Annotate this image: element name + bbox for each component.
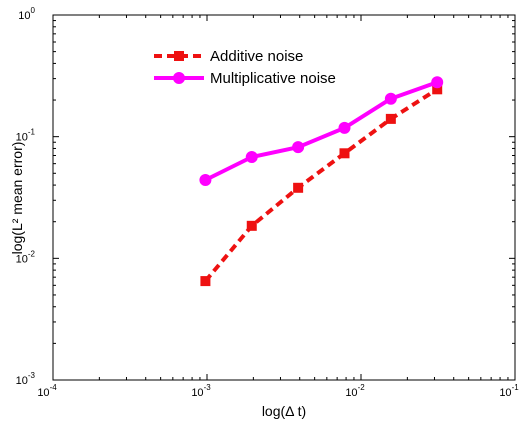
legend-entry-2: Multiplicative noise (154, 70, 336, 87)
data-point (431, 76, 444, 89)
y-tick-label: 100 (18, 6, 35, 22)
series-line (203, 87, 439, 283)
data-point (199, 174, 212, 187)
data-point (384, 92, 397, 105)
x-tick-label: 10-1 (499, 383, 519, 399)
data-point (246, 220, 257, 231)
y-axis-label: log(L² mean error) (9, 142, 25, 255)
y-tick-label: 10-2 (16, 249, 36, 265)
data-point (292, 141, 305, 154)
legend-label: Additive noise (210, 48, 303, 65)
series-2 (199, 76, 444, 187)
legend-label: Multiplicative noise (210, 70, 336, 87)
legend-swatch-marker (173, 72, 185, 84)
y-tick-label: 10-3 (16, 371, 36, 387)
data-point (385, 113, 396, 124)
x-tick-label: 10-2 (345, 383, 365, 399)
x-tick-label: 10-3 (191, 383, 211, 399)
legend: Additive noise Multiplicative noise (141, 37, 337, 93)
data-point (245, 151, 258, 164)
legend-box (141, 37, 337, 93)
series-line (204, 80, 438, 182)
data-point (293, 182, 304, 193)
series-layer (199, 76, 444, 287)
x-tick-label: 10-4 (37, 383, 57, 399)
data-point (339, 148, 350, 159)
legend-swatch-marker (174, 51, 184, 61)
legend-entry-1: Additive noise (154, 48, 303, 65)
x-axis-label: log(Δ t) (262, 403, 306, 419)
y-tick-label: 10-1 (16, 128, 36, 144)
data-point (338, 121, 351, 134)
data-point (200, 276, 211, 287)
